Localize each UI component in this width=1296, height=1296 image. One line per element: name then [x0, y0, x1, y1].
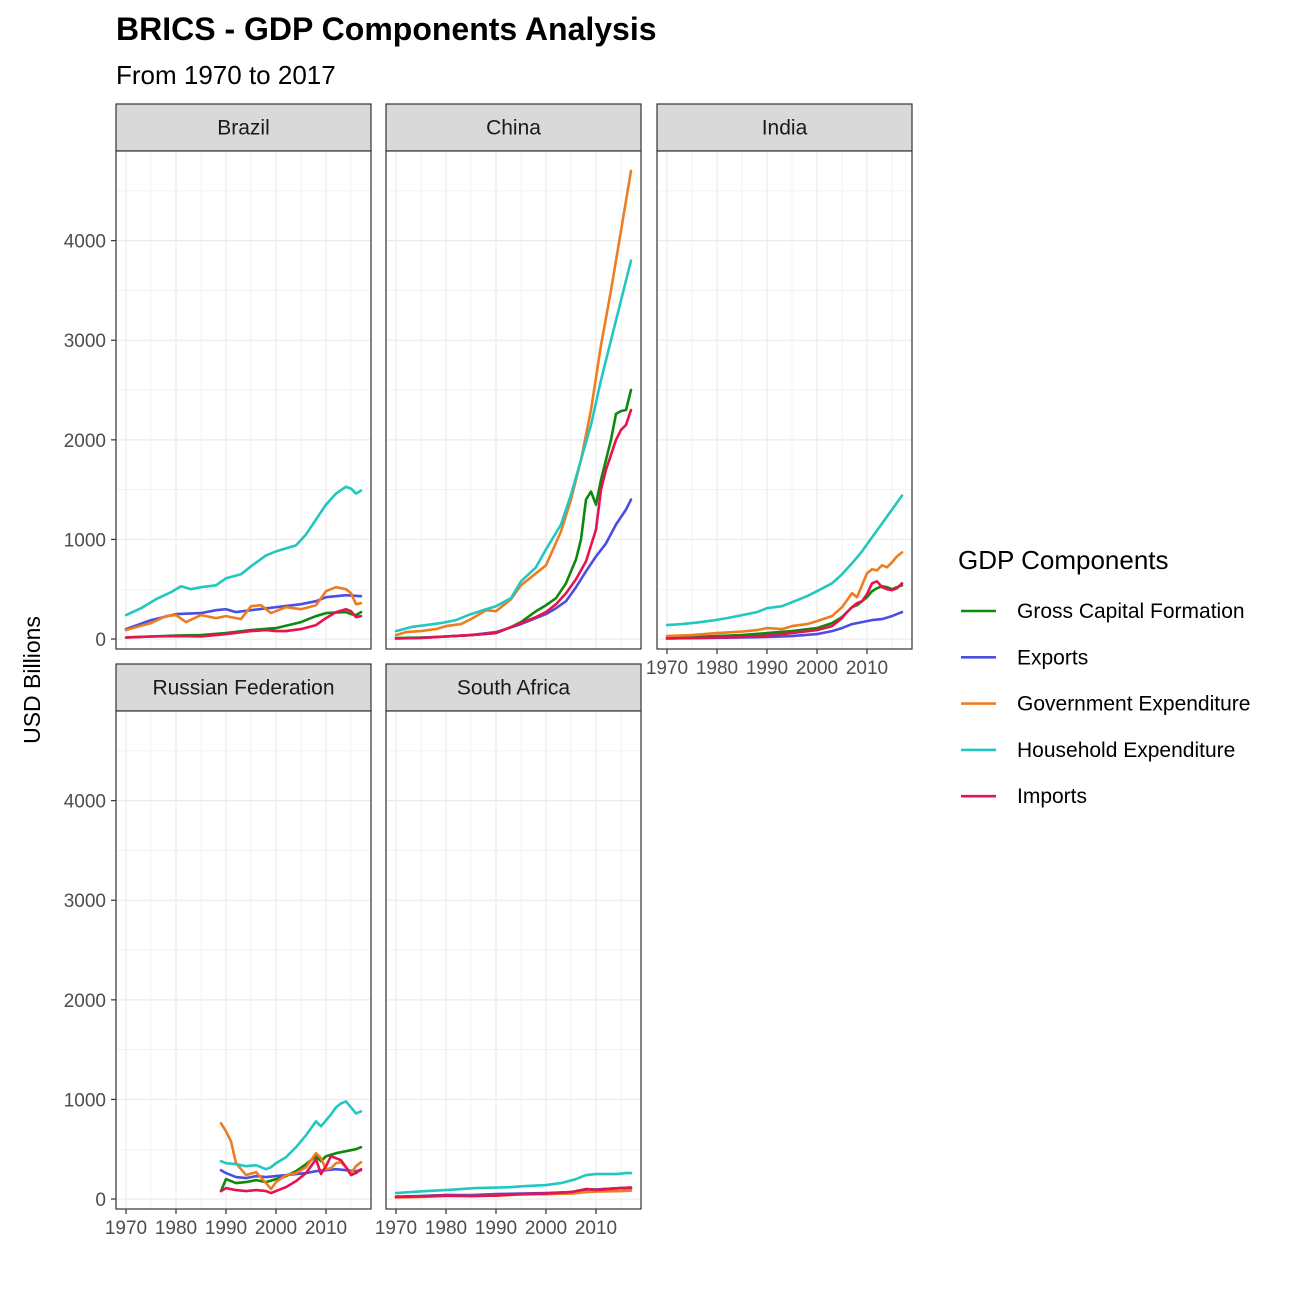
- series-government-expenditure-india: [665, 551, 904, 638]
- panel-border-china: [385, 150, 642, 650]
- x-tick-label: 1980: [696, 658, 738, 679]
- strip-india: [656, 103, 913, 152]
- panel-border-brazil: [115, 150, 372, 650]
- grid-china: [386, 151, 641, 649]
- panel-brazil: Brazil 0 1000 2000 3000 4000: [64, 103, 372, 651]
- strip-label-south-africa: South Africa: [457, 677, 571, 700]
- strip-label-brazil: Brazil: [217, 117, 270, 140]
- grid-south-africa: [386, 711, 641, 1209]
- grid-russian-federation: [116, 711, 371, 1209]
- series-household-expenditure-china: [394, 259, 633, 633]
- legend-item-imports: Imports: [961, 785, 1087, 808]
- y-axis-russian-federation: 0 1000 2000 3000 4000: [64, 792, 116, 1211]
- strip-russian-federation: [115, 663, 372, 712]
- series-imports-india: [665, 579, 904, 640]
- series-exports-brazil: [124, 593, 363, 631]
- x-tick-label: 1990: [205, 1218, 247, 1239]
- series-imports-brazil: [124, 607, 363, 639]
- series-household-expenditure-russian-federation: [219, 1100, 363, 1171]
- legend-label-exports: Exports: [1017, 646, 1088, 669]
- y-tick-label: 4000: [64, 232, 106, 253]
- y-tick-label: 2000: [64, 991, 106, 1012]
- series-household-expenditure-south-africa: [394, 1171, 633, 1195]
- legend-item-government-expenditure: Government Expenditure: [961, 693, 1250, 716]
- series-imports-china: [394, 408, 633, 640]
- legend-label-gross-capital-formation: Gross Capital Formation: [1017, 600, 1245, 623]
- panel-south-africa: South Africa 1970 1980 1990 2000 2010: [375, 663, 642, 1239]
- strip-south-africa: [385, 663, 642, 712]
- x-tick-label: 1980: [425, 1218, 467, 1239]
- strip-china: [385, 103, 642, 152]
- series-gross-capital-formation-russian-federation: [219, 1145, 363, 1193]
- x-tick-label: 1990: [746, 658, 788, 679]
- y-tick-label: 2000: [64, 431, 106, 452]
- y-tick-label: 3000: [64, 891, 106, 912]
- x-tick-label: 2010: [846, 658, 888, 679]
- legend: GDP Components Gross Capital Formation Exp…: [958, 545, 1250, 808]
- strip-label-india: India: [762, 117, 808, 140]
- legend-label-imports: Imports: [1017, 785, 1087, 808]
- series-household-expenditure-brazil: [124, 485, 363, 617]
- legend-item-household-expenditure: Household Expenditure: [961, 739, 1235, 762]
- x-axis-south-africa: 1970 1980 1990 2000 2010: [375, 1209, 617, 1239]
- series-lines-russian-federation: [219, 1100, 363, 1195]
- chart-title: BRICS - GDP Components Analysis: [116, 11, 657, 47]
- y-axis-title: USD Billions: [19, 616, 45, 744]
- y-tick-label: 1000: [64, 1090, 106, 1111]
- panel-bg-russian-federation: [116, 711, 371, 1209]
- grid-brazil: [116, 151, 371, 649]
- strip-label-russian-federation: Russian Federation: [152, 677, 334, 700]
- series-lines-china: [394, 169, 633, 640]
- y-tick-label: 1000: [64, 530, 106, 551]
- x-tick-label: 1970: [646, 658, 688, 679]
- series-imports-south-africa: [394, 1186, 633, 1199]
- grid-india: [657, 151, 912, 649]
- strip-label-china: China: [486, 117, 541, 140]
- panel-bg-brazil: [116, 151, 371, 649]
- series-household-expenditure-india: [665, 494, 904, 627]
- panel-bg-china: [386, 151, 641, 649]
- panel-border-india: [656, 150, 913, 650]
- legend-item-gross-capital-formation: Gross Capital Formation: [961, 600, 1245, 623]
- x-tick-label: 1990: [475, 1218, 517, 1239]
- x-tick-label: 1980: [155, 1218, 197, 1239]
- legend-label-household-expenditure: Household Expenditure: [1017, 739, 1235, 762]
- x-axis-russian-federation: 1970 1980 1990 2000 2010: [105, 1209, 347, 1239]
- panel-bg-india: [657, 151, 912, 649]
- y-tick-label: 3000: [64, 331, 106, 352]
- y-tick-label: 0: [95, 1190, 106, 1211]
- panel-china: China: [385, 103, 642, 650]
- x-tick-label: 2000: [796, 658, 838, 679]
- panels: Brazil 0 1000 2000 3000 4000 China India 1970 198…: [64, 103, 913, 1239]
- chart-subtitle: From 1970 to 2017: [116, 60, 336, 90]
- y-tick-label: 0: [95, 630, 106, 651]
- x-tick-label: 1970: [105, 1218, 147, 1239]
- series-lines-south-africa: [394, 1171, 633, 1199]
- y-tick-label: 4000: [64, 792, 106, 813]
- x-tick-label: 2000: [255, 1218, 297, 1239]
- x-tick-label: 2010: [305, 1218, 347, 1239]
- legend-title: GDP Components: [958, 545, 1169, 575]
- series-government-expenditure-brazil: [124, 585, 363, 632]
- x-tick-label: 1970: [375, 1218, 417, 1239]
- x-tick-label: 2010: [575, 1218, 617, 1239]
- legend-label-government-expenditure: Government Expenditure: [1017, 693, 1250, 716]
- panel-border-russian-federation: [115, 710, 372, 1210]
- series-lines-india: [665, 494, 904, 640]
- x-tick-label: 2000: [525, 1218, 567, 1239]
- y-axis-brazil: 0 1000 2000 3000 4000: [64, 232, 116, 651]
- strip-brazil: [115, 103, 372, 152]
- series-lines-brazil: [124, 485, 363, 639]
- panel-border-south-africa: [385, 710, 642, 1210]
- x-axis-india: 1970 1980 1990 2000 2010: [646, 649, 888, 679]
- panel-bg-south-africa: [386, 711, 641, 1209]
- legend-item-exports: Exports: [961, 646, 1088, 669]
- series-imports-russian-federation: [219, 1154, 363, 1195]
- panel-india: India 1970 1980 1990 2000 2010: [646, 103, 913, 679]
